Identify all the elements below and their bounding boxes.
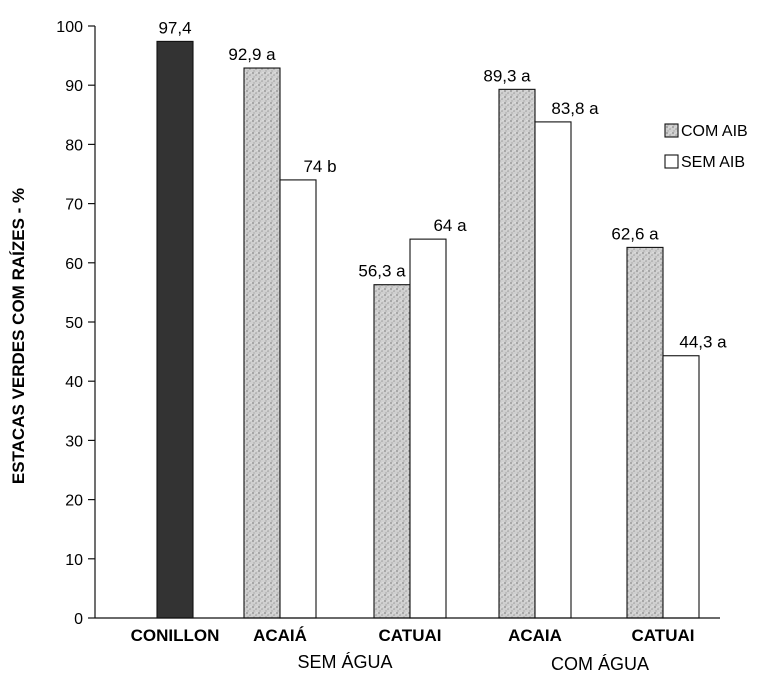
y-axis-ticks: 0 10 20 30 40 50 60 70 80 90 100 — [56, 19, 95, 628]
x-group-label: COM ÁGUA — [551, 654, 649, 674]
x-axis-category-labels: CONILLON ACAIÁ CATUAI ACAIA CATUAI — [131, 626, 695, 645]
x-category-label: CONILLON — [131, 626, 220, 645]
legend: COM AIB SEM AIB — [664, 123, 748, 171]
y-tick-label: 90 — [65, 78, 83, 95]
bar-value-label: 83,8 a — [551, 99, 599, 118]
y-tick-label: 20 — [65, 493, 83, 510]
y-tick-label: 10 — [65, 552, 83, 569]
bar-sem_aib — [534, 121, 572, 619]
legend-swatch-com_aib — [664, 123, 679, 138]
x-category-label: ACAIA — [508, 626, 562, 645]
bar-sem_aib — [662, 355, 700, 619]
y-tick-label: 50 — [65, 315, 83, 332]
bar-value-label: 89,3 a — [483, 66, 531, 85]
bar-com_aib — [626, 246, 664, 619]
bar-conillon — [156, 40, 194, 619]
x-category-label: ACAIÁ — [253, 626, 307, 645]
bar-sem_aib — [279, 179, 317, 619]
bar-value-label: 62,6 a — [611, 224, 659, 243]
y-tick-label: 70 — [65, 197, 83, 214]
bar-value-label: 56,3 a — [358, 262, 406, 281]
x-category-label: CATUAI — [632, 626, 695, 645]
bar-com_aib — [243, 67, 281, 619]
y-tick-label: 100 — [56, 19, 83, 36]
y-tick-label: 80 — [65, 137, 83, 154]
legend-swatch-sem_aib — [664, 154, 679, 169]
y-axis-label: ESTACAS VERDES COM RAÍZES - % — [9, 188, 28, 484]
y-tick-label: 60 — [65, 256, 83, 273]
bar-value-label: 92,9 a — [228, 45, 276, 64]
y-tick-label: 40 — [65, 374, 83, 391]
x-group-label: SEM ÁGUA — [297, 652, 392, 672]
y-tick-label: 30 — [65, 433, 83, 450]
bars — [156, 40, 700, 619]
bar-sem_aib — [409, 238, 447, 619]
x-category-label: CATUAI — [379, 626, 442, 645]
bar-value-label: 97,4 — [158, 18, 191, 37]
bar-value-label: 44,3 a — [679, 333, 727, 352]
y-tick-label: 0 — [74, 611, 83, 628]
bar-value-label: 64 a — [433, 216, 467, 235]
legend-label: SEM AIB — [681, 154, 745, 171]
bar-value-label: 74 b — [303, 157, 336, 176]
bar-com_aib — [373, 284, 411, 619]
bar-value-labels: 97,4 92,9 a 74 b 56,3 a 64 a 89,3 a 83,8 a 62,6… — [158, 18, 727, 351]
legend-label: COM AIB — [681, 123, 748, 140]
bar-com_aib — [498, 88, 536, 619]
x-axis-group-labels: SEM ÁGUA COM ÁGUA — [297, 652, 649, 674]
